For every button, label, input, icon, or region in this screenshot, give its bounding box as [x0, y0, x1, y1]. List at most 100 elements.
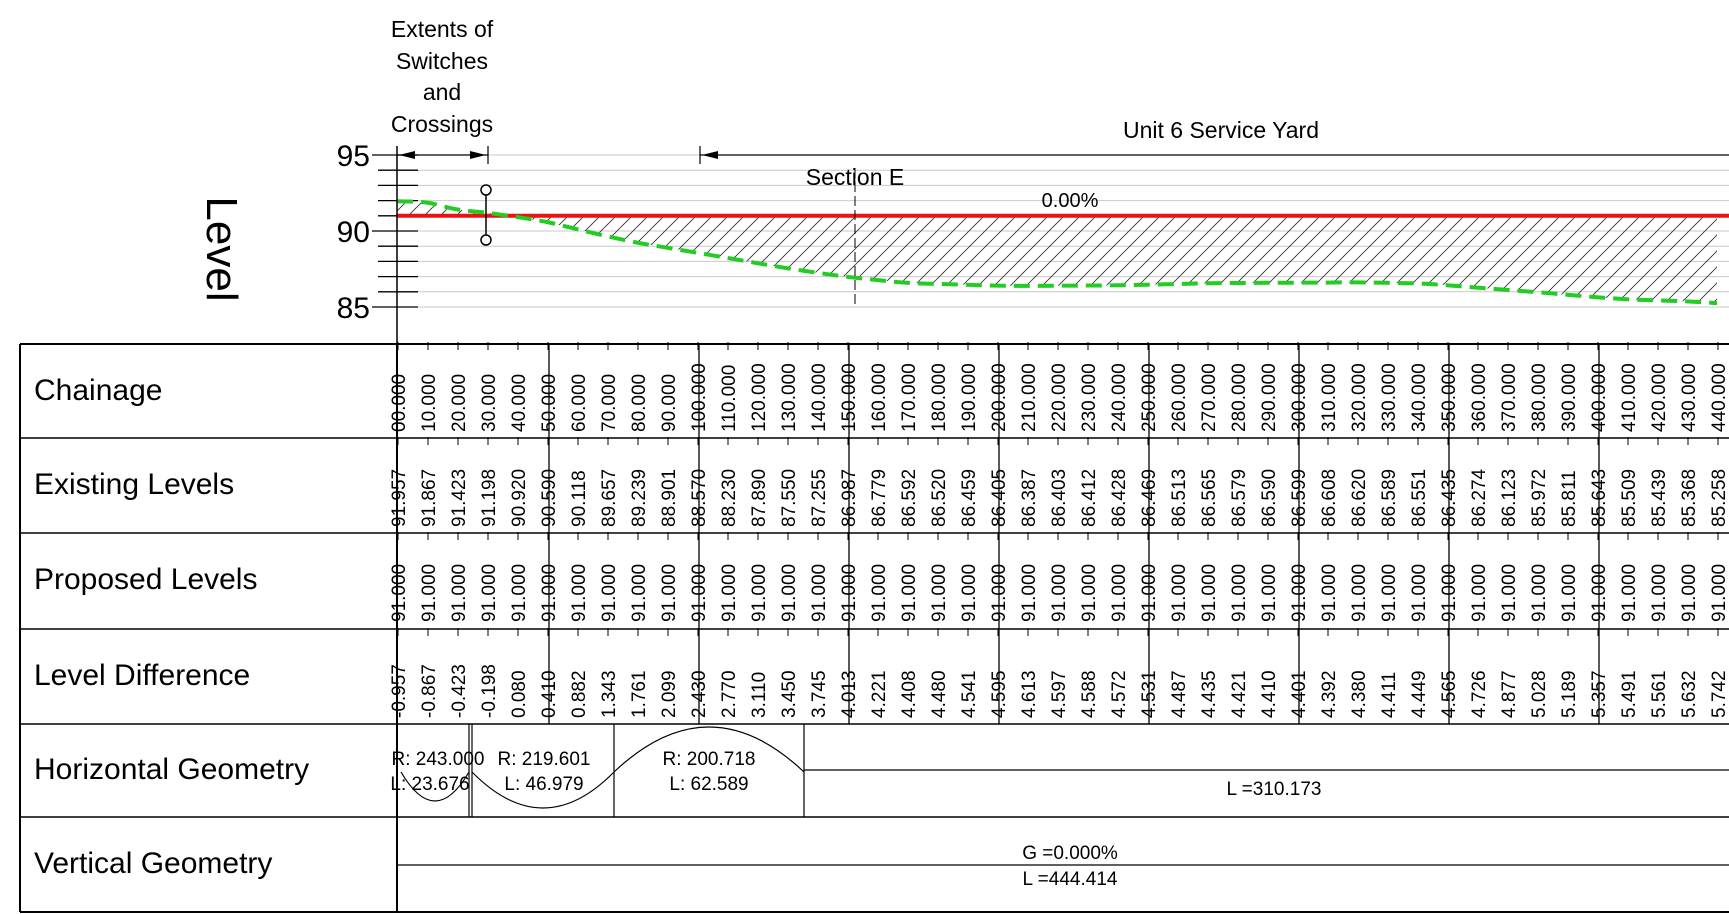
- chainage-value: 360.000: [1469, 363, 1490, 432]
- proposed-value: 91.000: [539, 564, 560, 622]
- difference-value: 4.449: [1409, 670, 1430, 718]
- existing-value: 90.118: [569, 470, 590, 527]
- chainage-value: 210.000: [1019, 363, 1040, 432]
- hgeom-straight-length: L =310.173: [1227, 779, 1322, 800]
- existing-value: 89.657: [599, 469, 620, 527]
- existing-value: 86.590: [1259, 469, 1280, 527]
- row-label-difference: Level Difference: [34, 659, 250, 692]
- existing-level-line: [397, 199, 1718, 306]
- chainage-value: 390.000: [1559, 363, 1580, 432]
- profile-chart: 95 90 85 Level Extents of Switches and Cro…: [197, 16, 1729, 344]
- proposed-value: 91.000: [569, 564, 590, 622]
- difference-value: 4.392: [1319, 670, 1340, 718]
- existing-value: 88.570: [689, 469, 710, 527]
- difference-value: 1.761: [629, 670, 650, 718]
- chainage-value: 420.000: [1649, 363, 1670, 432]
- proposed-value: 91.000: [1109, 564, 1130, 622]
- difference-value: 4.421: [1229, 670, 1250, 718]
- hgeom-arc2-length: L: 46.979: [504, 774, 583, 795]
- existing-value: 86.779: [869, 469, 890, 527]
- chainage-value: 100.000: [689, 363, 710, 432]
- difference-value: 2.099: [659, 670, 680, 718]
- existing-value: 86.608: [1319, 469, 1340, 527]
- proposed-value: 91.000: [929, 564, 950, 622]
- existing-value: 87.550: [779, 469, 800, 527]
- difference-value: 4.726: [1469, 670, 1490, 718]
- proposed-value: 91.000: [1019, 564, 1040, 622]
- chainage-value: 200.000: [989, 363, 1010, 432]
- chainage-value: 120.000: [749, 363, 770, 432]
- chainage-value: 330.000: [1379, 363, 1400, 432]
- proposed-value: 91.000: [809, 564, 830, 622]
- existing-value: 87.255: [809, 469, 830, 527]
- proposed-value: 91.000: [1169, 564, 1190, 622]
- chainage-value: 340.000: [1409, 363, 1430, 432]
- svg-text:Crossings: Crossings: [391, 111, 493, 137]
- existing-value: 89.239: [629, 469, 650, 527]
- chainage-value: 310.000: [1319, 363, 1340, 432]
- proposed-value: 91.000: [479, 564, 500, 622]
- proposed-value: 91.000: [839, 564, 860, 622]
- existing-value: 91.198: [479, 469, 500, 527]
- chainage-value: 110.000: [719, 365, 740, 432]
- chainage-value: 90.000: [659, 374, 680, 432]
- proposed-value: 91.000: [1289, 564, 1310, 622]
- proposed-value: 91.000: [1589, 564, 1610, 622]
- difference-value: 4.480: [929, 670, 950, 718]
- proposed-value: 91.000: [1409, 564, 1430, 622]
- proposed-value: 91.000: [779, 564, 800, 622]
- difference-value: -0.423: [449, 664, 470, 718]
- difference-value: 4.877: [1499, 670, 1520, 718]
- proposed-value: 91.000: [389, 564, 410, 622]
- difference-value: 4.410: [1259, 670, 1280, 718]
- chainage-value: 50.000: [539, 374, 560, 432]
- row-label-existing: Existing Levels: [34, 468, 234, 501]
- difference-value: 4.613: [1019, 670, 1040, 718]
- difference-value: 5.632: [1679, 670, 1700, 718]
- difference-value: 4.401: [1289, 670, 1310, 718]
- difference-value: 0.882: [569, 670, 590, 718]
- existing-value: 87.890: [749, 469, 770, 527]
- unit-dimension: [699, 146, 1729, 164]
- proposed-value: 91.000: [509, 564, 530, 622]
- chainage-value: 220.000: [1049, 363, 1070, 432]
- proposed-value: 91.000: [899, 564, 920, 622]
- chainage-value: 40.000: [509, 374, 530, 432]
- difference-value: 3.745: [809, 670, 830, 718]
- proposed-value: 91.000: [719, 564, 740, 622]
- level-tick-label: 85: [337, 292, 370, 325]
- table-grid: [19, 343, 1729, 913]
- chainage-value: 30.000: [479, 374, 500, 432]
- existing-value: 85.258: [1709, 469, 1729, 527]
- existing-value: 86.123: [1499, 469, 1520, 527]
- svg-text:Switches: Switches: [396, 48, 488, 74]
- proposed-value: 91.000: [749, 564, 770, 622]
- proposed-value: 91.000: [959, 564, 980, 622]
- chainage-value: 300.000: [1289, 363, 1310, 432]
- proposed-value: 91.000: [1079, 564, 1100, 622]
- chainage-value: 170.000: [899, 363, 920, 432]
- existing-value: 88.230: [719, 469, 740, 527]
- existing-value: 91.957: [389, 469, 410, 527]
- section-label: Section E: [806, 164, 904, 190]
- grade-label: 0.00%: [1042, 190, 1099, 212]
- chainage-value: 350.000: [1439, 363, 1460, 432]
- proposed-value: 91.000: [1349, 564, 1370, 622]
- difference-value: 4.221: [869, 670, 890, 718]
- existing-value: 91.867: [419, 469, 440, 527]
- table-values: 00.000 10.000 20.000 30.000 40.000 50.000 60.0…: [389, 342, 1729, 718]
- proposed-value: 91.000: [599, 564, 620, 622]
- proposed-value: 91.000: [869, 564, 890, 622]
- level-axis-title: Level: [197, 196, 246, 301]
- chainage-value: 60.000: [569, 374, 590, 432]
- chainage-value: 70.000: [599, 374, 620, 432]
- chainage-value: 80.000: [629, 374, 650, 432]
- proposed-value: 91.000: [1679, 564, 1700, 622]
- difference-value: -0.198: [479, 664, 500, 718]
- existing-value: 86.579: [1229, 469, 1250, 527]
- difference-value: 5.561: [1649, 670, 1670, 718]
- chainage-value: 320.000: [1349, 363, 1370, 432]
- level-tick-label: 95: [337, 140, 370, 173]
- chainage-value: 430.000: [1679, 363, 1700, 432]
- difference-value: 2.770: [719, 670, 740, 718]
